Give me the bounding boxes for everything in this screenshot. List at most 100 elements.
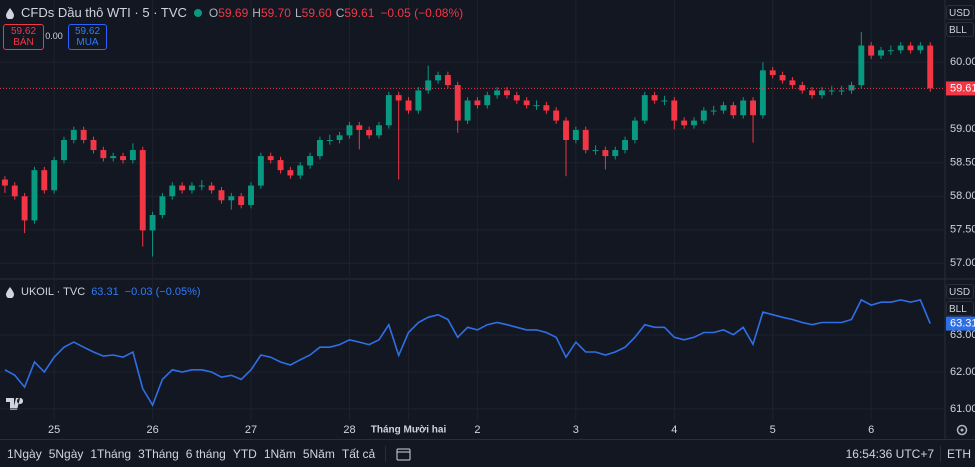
range-button[interactable]: 1Năm xyxy=(263,446,296,461)
candle-body xyxy=(129,150,136,161)
candle-body xyxy=(582,129,589,151)
candle-body xyxy=(218,190,225,201)
ohlc-item: O59.69 xyxy=(209,6,248,20)
candle-body xyxy=(228,196,235,201)
ohlc-item: L59.60 xyxy=(295,6,332,20)
candle-body xyxy=(425,80,432,91)
buy-label: MUA xyxy=(76,37,99,48)
candle-body xyxy=(307,156,314,166)
sell-button[interactable]: 59.62 BÁN xyxy=(3,24,44,50)
candle-body xyxy=(533,105,540,107)
candle-body xyxy=(257,156,264,186)
currency-dropdown[interactable]: USD xyxy=(946,284,974,299)
candle-body xyxy=(612,150,619,157)
market-status xyxy=(193,8,202,17)
range-button[interactable]: 6 tháng xyxy=(185,446,226,461)
sell-label: BÁN xyxy=(13,37,34,48)
range-button[interactable]: 5Năm xyxy=(302,446,335,461)
spread: 0.00 xyxy=(45,31,63,41)
candle-body xyxy=(248,185,254,205)
candle-body xyxy=(878,50,884,56)
candle-body xyxy=(336,135,343,141)
last-price-tag xyxy=(946,316,975,331)
candle-body xyxy=(287,170,294,176)
candle-body xyxy=(454,85,461,121)
currency: USD xyxy=(949,8,971,19)
range-button[interactable]: Tất cả xyxy=(341,446,376,461)
candle-body xyxy=(504,90,510,96)
ohlc-item: C59.61 xyxy=(336,6,375,20)
range-button[interactable]: 5Ngày xyxy=(48,446,84,461)
ohlc-key: O xyxy=(208,5,219,20)
candle-body xyxy=(356,125,363,130)
range-button[interactable]: 1Ngày xyxy=(7,446,42,461)
range-button[interactable]: 1Tháng xyxy=(90,446,132,461)
range-buttons: 1Ngày 5Ngày 1Tháng 3Tháng 6 tháng YTD 1Năm 5Năm… xyxy=(0,447,375,461)
ukoil-legend: UKOIL · TVC 63.31 −0.03 (−0.05%) xyxy=(5,286,201,298)
candle-body xyxy=(740,100,747,116)
candle-body xyxy=(769,70,776,76)
candle-body xyxy=(21,196,28,221)
candle-body xyxy=(179,185,186,191)
candle-body xyxy=(828,90,835,92)
candle-body xyxy=(917,45,924,51)
unit-dropdown[interactable]: BLL xyxy=(946,22,974,37)
y-tick-label: 61.00 xyxy=(950,403,975,415)
candle-body xyxy=(297,165,304,176)
symbol-icon xyxy=(6,287,14,298)
buy-button[interactable]: 59.62 MUA xyxy=(68,24,107,50)
buy-price: 59.62 xyxy=(74,26,101,37)
date-range-icon[interactable] xyxy=(396,447,412,461)
candle-body xyxy=(316,140,323,157)
tv-logo xyxy=(6,398,24,410)
candle-body xyxy=(90,140,97,151)
toolbar-divider xyxy=(385,445,387,462)
ohlc-key: C xyxy=(335,5,345,20)
x-tick-label: 5 xyxy=(770,424,776,436)
x-tick-label: 26 xyxy=(146,424,158,436)
candle-body xyxy=(464,100,471,121)
candle-body xyxy=(149,215,156,231)
last-price-label: 63.31 xyxy=(950,317,975,329)
last-price-tag xyxy=(946,81,975,96)
candle-body xyxy=(572,129,579,141)
candle-body xyxy=(80,129,87,141)
x-tick-label: 3 xyxy=(573,424,579,436)
x-tick-label: 27 xyxy=(245,424,257,436)
ohlc-key: L xyxy=(294,5,302,20)
clock[interactable]: 16:54:36 UTC+7 xyxy=(845,446,934,461)
candle-body xyxy=(11,185,18,197)
y-tick-label: 60.00 xyxy=(950,56,975,68)
session[interactable]: ETH xyxy=(947,446,971,461)
candle-body xyxy=(563,120,569,141)
symbol-icon xyxy=(6,7,14,19)
symbol-title: UKOIL · TVC xyxy=(21,286,86,298)
candle-body xyxy=(602,150,609,157)
candle-body xyxy=(759,70,766,116)
range-button[interactable]: 3Tháng xyxy=(138,446,179,461)
range-button[interactable]: YTD xyxy=(232,446,257,461)
unit-dropdown[interactable]: BLL xyxy=(946,301,974,316)
candle-body xyxy=(858,45,865,86)
currency-dropdown[interactable]: USD xyxy=(946,5,974,20)
candle-body xyxy=(326,140,333,142)
x-tick-label: 25 xyxy=(48,424,60,436)
candle-body xyxy=(395,95,402,101)
candle-body xyxy=(779,75,786,81)
price-change: −0.05 (−0.08%) xyxy=(380,5,464,20)
x-tick-label: 4 xyxy=(671,424,677,436)
x-tick-label: 28 xyxy=(343,424,355,436)
candle-body xyxy=(139,150,146,231)
candle-body xyxy=(710,110,717,112)
candle-body xyxy=(691,120,697,126)
candle-body xyxy=(198,185,205,187)
ohlc-value: 59.61 xyxy=(344,5,375,20)
ohlc-key: H xyxy=(252,5,261,20)
candle-body xyxy=(159,196,166,216)
unit: BLL xyxy=(949,304,967,315)
candle-body xyxy=(819,90,825,96)
settings-icon[interactable] xyxy=(956,424,968,436)
candle-body xyxy=(622,140,629,151)
candle-body xyxy=(494,90,501,96)
